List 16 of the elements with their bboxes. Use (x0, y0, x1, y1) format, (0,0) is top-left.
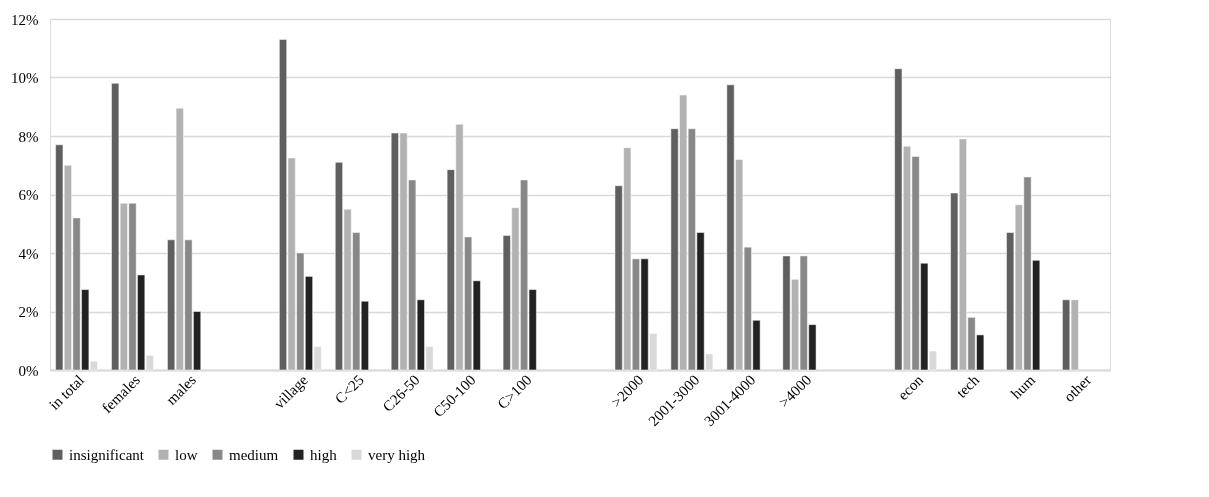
y-tick-label: 6% (18, 187, 39, 203)
y-tick-label: 8% (18, 128, 39, 145)
y-tick-label: 0% (18, 362, 39, 379)
x-tick-label: econ (894, 371, 927, 404)
y-tick-label: 12% (11, 11, 39, 28)
x-tick-label: hum (1007, 371, 1039, 402)
legend-label: insignificant (69, 446, 145, 463)
x-tick-label: in total (46, 371, 88, 413)
y-tick-label: 2% (18, 304, 39, 320)
legend-label: very high (368, 446, 426, 463)
y-tick-label: 10% (11, 70, 39, 86)
legend-label: low (175, 446, 198, 463)
y-tick-label: 4% (18, 245, 39, 262)
legend-label: medium (229, 446, 279, 463)
x-tick-label: tech (953, 371, 983, 401)
legend-label: high (310, 446, 338, 463)
